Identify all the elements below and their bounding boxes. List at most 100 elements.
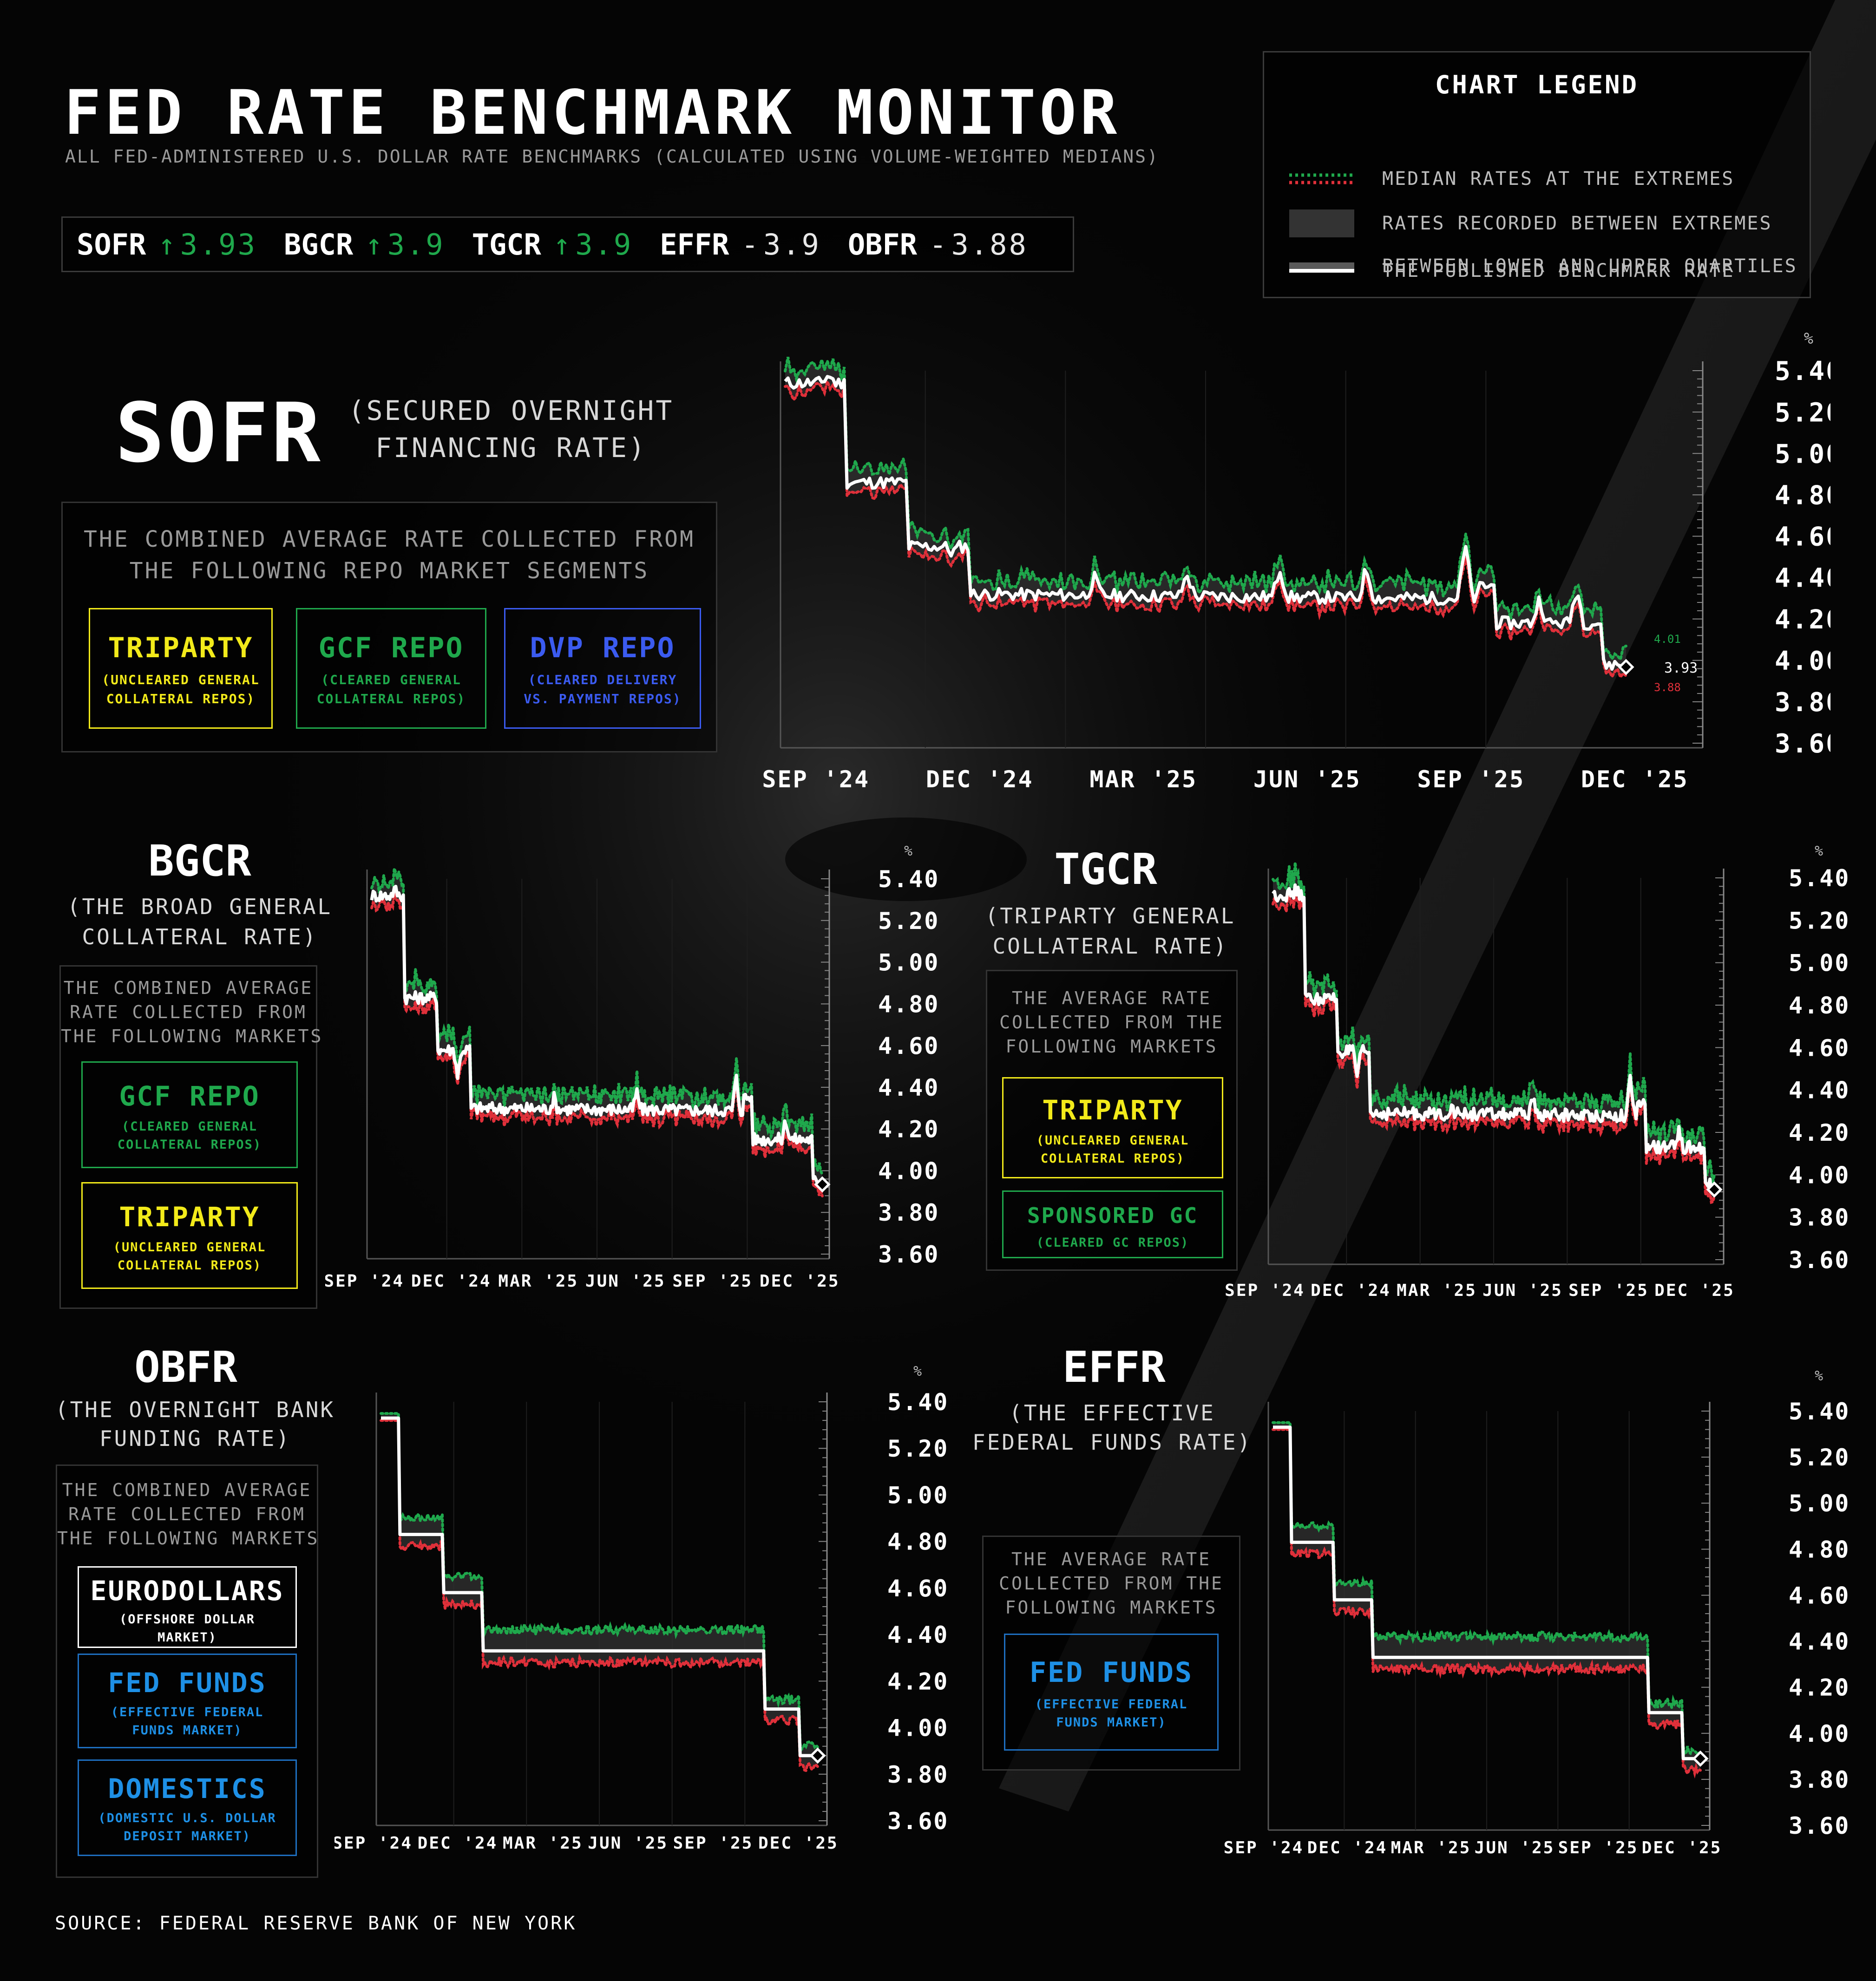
y-tick-label: 3.60 xyxy=(878,1241,939,1268)
y-tick-label: 4.80 xyxy=(1789,1536,1850,1563)
page-title: FED RATE BENCHMARK MONITOR xyxy=(64,77,1121,149)
dash-icon: - xyxy=(929,227,947,262)
y-tick-label: 4.40 xyxy=(1775,563,1830,594)
x-tick-label: DEC '25 xyxy=(758,1834,839,1853)
ticker-item-bgcr: BGCR ↑ 3.9 xyxy=(284,228,445,262)
segment-name: DVP REPO xyxy=(530,632,676,664)
segment-desc: MARKET) xyxy=(157,1630,217,1645)
x-tick-label: DEC '24 xyxy=(1307,1838,1388,1857)
bgcr-source-box: THE COMBINED AVERAGE RATE COLLECTED FROM… xyxy=(59,965,323,1309)
legend-title: CHART LEGEND xyxy=(1435,70,1639,99)
x-tick-label: DEC '24 xyxy=(926,766,1034,793)
segment-name: DOMESTICS xyxy=(108,1773,267,1804)
y-tick-label: 4.80 xyxy=(878,991,939,1018)
x-tick-label: DEC '25 xyxy=(1581,766,1689,793)
y-tick-label: 4.40 xyxy=(878,1074,939,1101)
y-tick-label: 4.00 xyxy=(1775,646,1830,676)
segment-desc: COLLATERAL REPOS) xyxy=(1040,1151,1185,1166)
segment-desc: (DOMESTIC U.S. DOLLAR xyxy=(98,1811,276,1825)
y-tick-label: 4.60 xyxy=(1789,1582,1850,1609)
lower-median-series xyxy=(370,892,824,1197)
box-caption: THE FOLLOWING MARKETS xyxy=(57,1528,320,1549)
segment-triparty: TRIPARTY (UNCLEARED GENERAL COLLATERAL R… xyxy=(81,1182,298,1289)
chart-legend: CHART LEGEND MEDIAN RATES AT THE EXTREME… xyxy=(1263,51,1811,298)
lower-median-series xyxy=(784,376,1627,680)
y-tick-label: 4.40 xyxy=(1789,1628,1850,1655)
x-tick-label: DEC '25 xyxy=(760,1272,840,1291)
box-caption: THE FOLLOWING MARKETS xyxy=(61,1026,323,1046)
y-unit-label: % xyxy=(1815,843,1823,859)
y-tick-label: 5.00 xyxy=(1789,1490,1850,1517)
y-tick-label: 3.80 xyxy=(1775,687,1830,718)
y-unit-label: % xyxy=(913,1363,922,1380)
x-tick-label: SEP '25 xyxy=(673,1834,754,1853)
y-tick-label: 3.60 xyxy=(1775,729,1830,759)
benchmark-series xyxy=(370,884,824,1187)
x-tick-label: MAR '25 xyxy=(1397,1281,1477,1300)
segment-eurodollars: EURODOLLARS (OFFSHORE DOLLAR MARKET) xyxy=(78,1566,297,1648)
segment-name: GCF REPO xyxy=(119,1080,260,1112)
y-tick-label: 4.80 xyxy=(1789,992,1850,1019)
segment-name: TRIPARTY xyxy=(108,632,254,664)
y-tick-label: 4.40 xyxy=(1789,1077,1850,1104)
ticker-value: 3.9 xyxy=(387,227,445,262)
lower-median-series xyxy=(380,1419,819,1773)
segment-triparty: TRIPARTY (UNCLEARED GENERAL COLLATERAL R… xyxy=(1002,1077,1223,1178)
arrow-up-icon: ↑ xyxy=(158,227,176,262)
ticker-name: BGCR xyxy=(283,227,354,262)
legend-item-range: RATES RECORDED BETWEEN EXTREMES xyxy=(1289,209,1772,237)
obfr-chart: % 5.40 5.20 5.00 4.80 4.60 4.40 4.20 4.00 3.80 3.6… xyxy=(335,1363,948,1853)
segment-desc: (UNCLEARED GENERAL xyxy=(113,1240,266,1255)
bgcr-name-line1: (THE BROAD GENERAL xyxy=(67,894,333,919)
x-tick-label: JUN '25 xyxy=(1475,1838,1555,1857)
legend-swatch-line xyxy=(1289,269,1354,273)
effr-code: EFFR xyxy=(1063,1342,1166,1392)
segment-desc: (OFFSHORE DOLLAR xyxy=(119,1612,256,1627)
box-caption: COLLECTED FROM THE xyxy=(999,1573,1224,1594)
benchmark-series xyxy=(380,1416,818,1758)
dash-icon: - xyxy=(741,227,759,262)
segment-desc: (UNCLEARED GENERAL xyxy=(1036,1133,1189,1148)
ticker-name: OBFR xyxy=(847,227,918,262)
benchmark-series xyxy=(1273,1425,1701,1760)
ticker-name: TGCR xyxy=(472,227,541,262)
box-caption: THE AVERAGE RATE xyxy=(1011,1549,1212,1569)
segment-desc: FUNDS MARKET) xyxy=(132,1723,243,1738)
y-unit-label: % xyxy=(904,843,912,859)
x-tick-label: SEP '25 xyxy=(672,1272,753,1291)
segment-name: FED FUNDS xyxy=(108,1667,267,1699)
box-caption: THE COMBINED AVERAGE xyxy=(63,978,314,998)
segment-dvp-repo: DVP REPO (CLEARED DELIVERY VS. PAYMENT R… xyxy=(504,608,701,729)
x-tick-label: SEP '24 xyxy=(325,1272,404,1291)
obfr-source-box: THE COMBINED AVERAGE RATE COLLECTED FROM… xyxy=(56,1465,318,1878)
segment-name: TRIPARTY xyxy=(1042,1094,1183,1126)
ticker-bar: SOFR ↑ 3.93 BGCR ↑ 3.9 TGCR ↑ 3.9 EFFR -3.9 OBFR -3.… xyxy=(61,216,1074,272)
y-tick-label: 4.40 xyxy=(887,1621,948,1648)
upper-median-series xyxy=(1272,1421,1702,1756)
y-tick-label: 4.60 xyxy=(1775,522,1830,552)
sofr-source-box: THE COMBINED AVERAGE RATE COLLECTED FROM… xyxy=(61,502,717,752)
y-tick-label: 3.80 xyxy=(887,1761,948,1788)
y-tick-label: 5.00 xyxy=(887,1482,948,1509)
y-tick-label: 5.40 xyxy=(1775,356,1830,386)
ticker-name: SOFR xyxy=(77,227,146,262)
x-tick-label: SEP '24 xyxy=(762,766,870,793)
obfr-name-line1: (THE OVERNIGHT BANK xyxy=(55,1397,335,1422)
box-caption: COLLECTED FROM THE xyxy=(999,1012,1224,1033)
box-caption: FOLLOWING MARKETS xyxy=(1005,1036,1218,1057)
tgcr-name-line2: COLLATERAL RATE) xyxy=(992,934,1228,959)
effr-name-line2: FEDERAL FUNDS RATE) xyxy=(972,1430,1253,1455)
x-tick-label: SEP '24 xyxy=(1224,1838,1304,1857)
segment-fed-funds: FED FUNDS (EFFECTIVE FEDERAL FUNDS MARKE… xyxy=(1004,1634,1219,1751)
legend-swatch-dotted xyxy=(1289,173,1354,184)
y-tick-label: 5.20 xyxy=(887,1435,948,1462)
y-tick-label: 3.60 xyxy=(1789,1247,1850,1274)
sofr-name-line1: (SECURED OVERNIGHT xyxy=(348,395,674,426)
x-tick-label: JUN '25 xyxy=(585,1272,666,1291)
y-tick-label: 5.20 xyxy=(1789,1444,1850,1471)
tgcr-chart: % 5.40 5.20 5.00 4.80 4.60 4.40 4.20 4.00 3.80 3.6… xyxy=(1225,843,1850,1300)
x-tick-label: SEP '25 xyxy=(1558,1838,1639,1857)
x-tick-label: DEC '25 xyxy=(1654,1281,1735,1300)
last-value-marker xyxy=(1618,659,1634,675)
segment-desc: DEPOSIT MARKET) xyxy=(124,1829,251,1844)
